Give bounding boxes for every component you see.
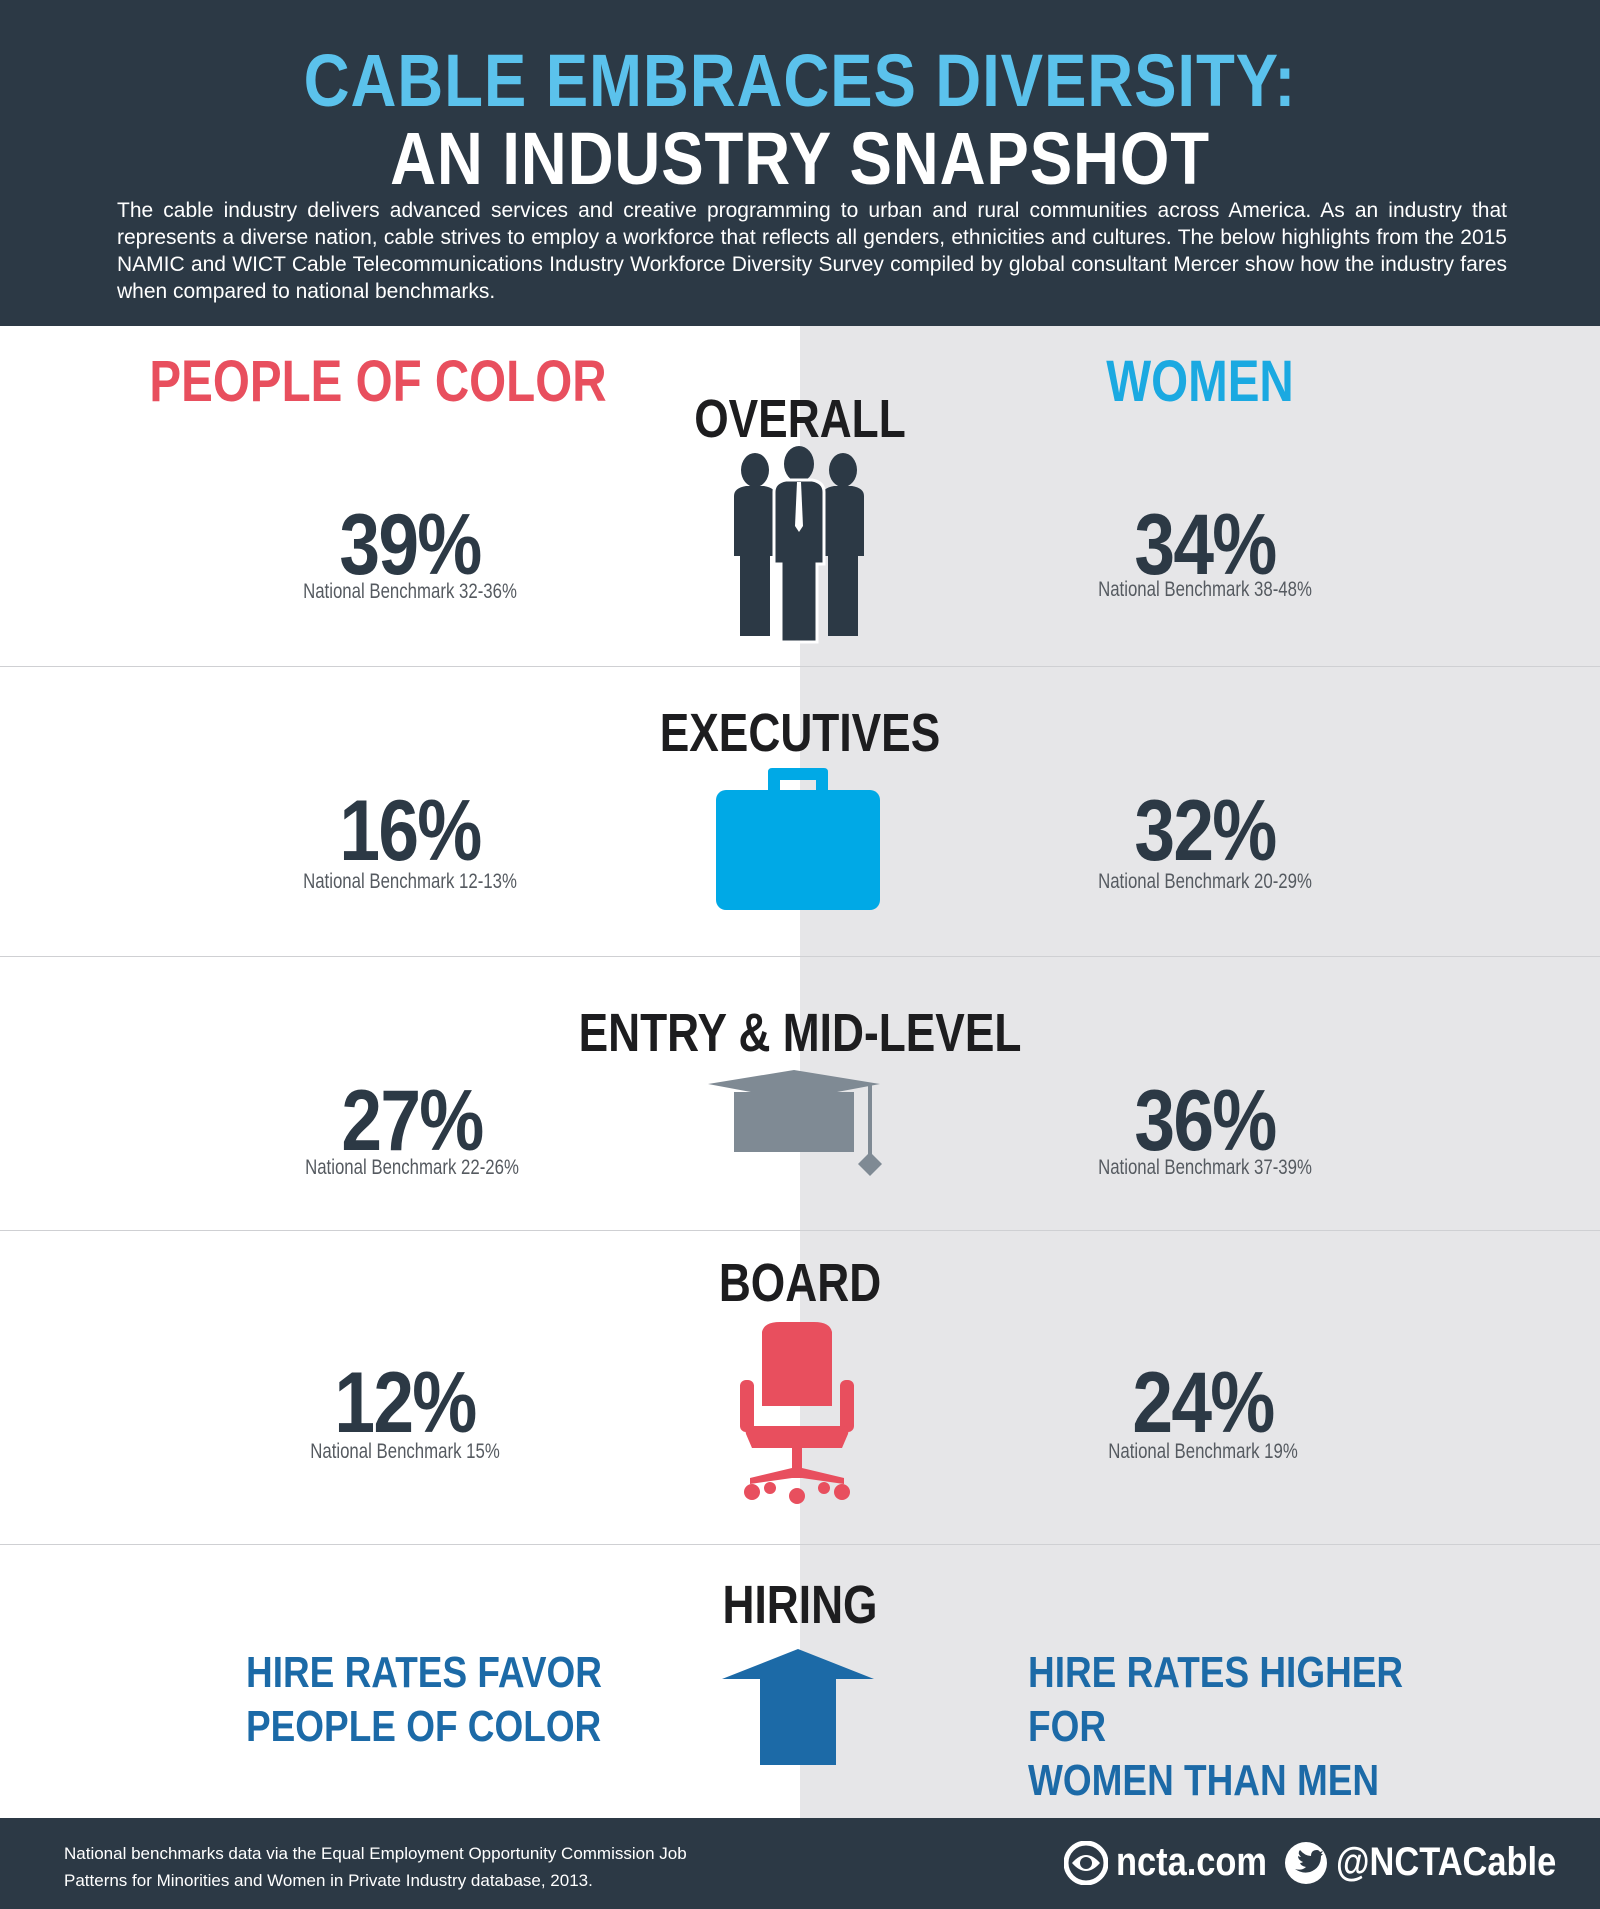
board-poc-value: 12% — [334, 1355, 477, 1451]
overall-women-benchmark: National Benchmark 38-48% — [1098, 578, 1312, 601]
board-poc-benchmark: National Benchmark 15% — [310, 1440, 500, 1463]
women-column-background — [800, 326, 1600, 1818]
entry-mid-women-benchmark: National Benchmark 37-39% — [1098, 1156, 1312, 1179]
entry-mid-poc-benchmark: National Benchmark 22-26% — [305, 1156, 519, 1179]
entry-mid-women-value: 36% — [1134, 1073, 1277, 1169]
hiring-women-line-1: HIRE RATES HIGHER FOR — [1028, 1648, 1404, 1751]
overall-women-value: 34% — [1134, 497, 1277, 593]
hiring-women-line-2: WOMEN THAN MEN — [1028, 1756, 1380, 1805]
office-chair-icon — [740, 1322, 854, 1504]
executives-poc-value: 16% — [339, 783, 482, 879]
divider — [0, 666, 1600, 667]
divider — [0, 1230, 1600, 1231]
briefcase-icon — [716, 768, 880, 910]
overall-poc-benchmark: National Benchmark 32-36% — [303, 580, 517, 603]
footer-note-line-2: Patterns for Minorities and Women in Pri… — [64, 1871, 593, 1890]
twitter-icon — [1285, 1842, 1327, 1884]
people-group-icon — [734, 446, 864, 644]
hiring-poc-line-2: PEOPLE OF COLOR — [246, 1702, 602, 1751]
title-line-1: CABLE EMBRACES DIVERSITY: — [303, 39, 1297, 122]
overall-poc-value: 39% — [339, 497, 482, 593]
header: CABLE EMBRACES DIVERSITY: AN INDUSTRY SN… — [0, 0, 1600, 326]
board-women-benchmark: National Benchmark 19% — [1108, 1440, 1298, 1463]
section-title-entry-mid-level: ENTRY & MID-LEVEL — [578, 1003, 1022, 1063]
executives-women-benchmark: National Benchmark 20-29% — [1098, 870, 1312, 893]
up-arrow-icon — [722, 1649, 874, 1765]
people-of-color-heading: PEOPLE OF COLOR — [149, 349, 607, 414]
website-link[interactable]: ncta.com — [1116, 1840, 1268, 1884]
divider — [0, 1544, 1600, 1545]
footer-note-line-1: National benchmarks data via the Equal E… — [64, 1844, 687, 1863]
main-content: PEOPLE OF COLOR WOMEN OVERALL 39% Nation… — [0, 326, 1600, 1818]
footer: National benchmarks data via the Equal E… — [0, 1818, 1600, 1909]
section-title-executives: EXECUTIVES — [659, 703, 941, 763]
section-title-overall: OVERALL — [694, 389, 906, 449]
twitter-handle-link[interactable]: @NCTACable — [1336, 1840, 1557, 1884]
footer-source-note: National benchmarks data via the Equal E… — [64, 1840, 784, 1894]
section-title-hiring: HIRING — [722, 1575, 878, 1635]
title-line-2: AN INDUSTRY SNAPSHOT — [390, 117, 1210, 200]
intro-paragraph: The cable industry delivers advanced ser… — [117, 199, 1507, 303]
hiring-poc-line-1: HIRE RATES FAVOR — [246, 1648, 602, 1697]
hiring-poc-text: HIRE RATES FAVOR PEOPLE OF COLOR — [246, 1646, 666, 1754]
divider — [0, 956, 1600, 957]
women-heading: WOMEN — [1106, 349, 1294, 414]
executives-women-value: 32% — [1134, 783, 1277, 879]
section-title-board: BOARD — [718, 1253, 882, 1313]
entry-mid-poc-value: 27% — [341, 1073, 484, 1169]
hiring-women-text: HIRE RATES HIGHER FOR WOMEN THAN MEN — [1028, 1646, 1448, 1808]
graduation-cap-icon — [708, 1070, 882, 1176]
board-women-value: 24% — [1132, 1355, 1275, 1451]
ncta-logo-icon — [1064, 1841, 1108, 1885]
executives-poc-benchmark: National Benchmark 12-13% — [303, 870, 517, 893]
